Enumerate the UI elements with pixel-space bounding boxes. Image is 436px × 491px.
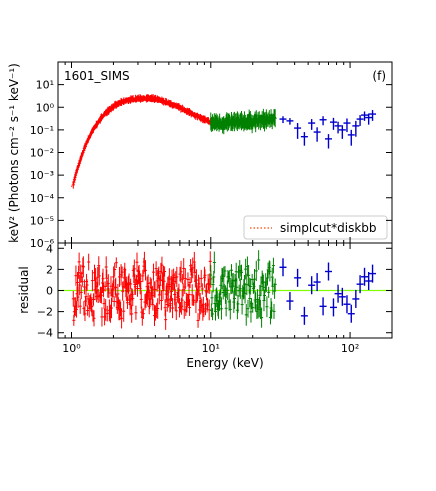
corner-label: (f) xyxy=(372,69,386,83)
y-tick-label: 10⁰ xyxy=(36,101,55,114)
spectrum-plot-area xyxy=(71,94,377,189)
residual-plot-area xyxy=(58,250,392,330)
x-tick-label: 10¹ xyxy=(202,342,220,355)
panel-label: 1601_SIMS xyxy=(64,69,130,83)
residual-y-tick-label: −4 xyxy=(37,327,53,340)
y-tick-label: 10⁻⁶ xyxy=(30,237,55,250)
x-tick-label: 10² xyxy=(341,342,359,355)
legend-box xyxy=(243,215,388,240)
legend-label: simplcut*diskbb xyxy=(280,221,377,235)
residual-panel: residual Energy (keV) xyxy=(17,242,393,370)
x-axis-label: Energy (keV) xyxy=(186,356,263,370)
y-tick-label: 10⁻¹ xyxy=(30,124,54,137)
residual-y-tick-label: −2 xyxy=(37,306,53,319)
residual-y-tick-label: 2 xyxy=(46,263,53,276)
axis-ticks: 10⁰ 10¹ 10² 10⁻⁶ 10⁻⁵ 10⁻⁴ 10⁻³ 10⁻² 10⁻¹ 10⁰ 10¹ −… xyxy=(30,62,392,355)
y-tick-label: 10¹ xyxy=(36,79,54,92)
residual-y-tick-label: 0 xyxy=(46,285,53,298)
residual-y-axis-label: residual xyxy=(17,266,31,314)
spectrum-panel: 1601_SIMS (f) simplcut*diskbb keV² (Phot… xyxy=(7,61,393,244)
y-tick-label: 10⁻³ xyxy=(30,169,54,182)
spectrum-y-axis-label: keV² (Photons cm⁻² s⁻¹ keV⁻¹) xyxy=(7,63,21,243)
x-tick-label: 10⁰ xyxy=(62,342,81,355)
y-tick-label: 10⁻² xyxy=(30,147,54,160)
residual-y-tick-label: 4 xyxy=(46,242,53,255)
y-tick-label: 10⁻⁴ xyxy=(30,192,55,205)
legend: simplcut*diskbb xyxy=(243,215,388,240)
y-tick-label: 10⁻⁵ xyxy=(30,214,54,227)
